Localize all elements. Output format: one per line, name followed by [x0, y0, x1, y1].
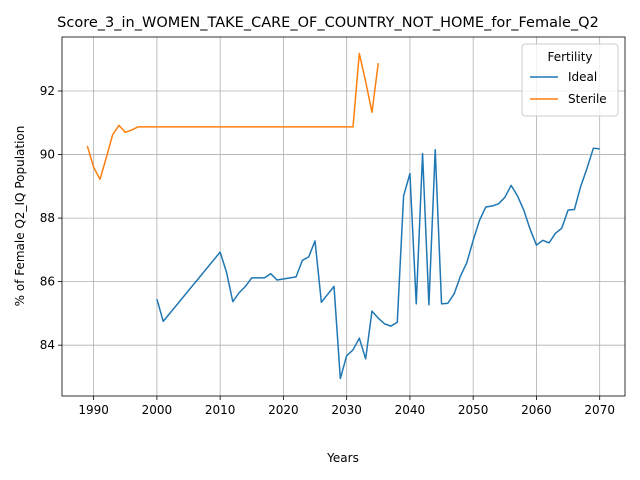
legend-box: [521, 43, 619, 117]
y-tick-label-84: 84: [40, 338, 55, 352]
x-tick-label-2020: 2020: [268, 403, 299, 417]
legend-label-sterile: Sterile: [568, 92, 607, 106]
series-line-sterile: [86, 52, 380, 181]
series-lines: [86, 52, 600, 380]
y-tick-label-92: 92: [40, 84, 55, 98]
y-tick-label-86: 86: [40, 275, 55, 289]
legend: Fertility Ideal Sterile: [521, 43, 619, 117]
x-tick-label-2030: 2030: [331, 403, 362, 417]
plot-frame: [61, 36, 626, 397]
x-axis-label: Years: [326, 451, 359, 465]
y-axis-label: % of Female Q2_IQ Population: [13, 126, 27, 307]
x-tick-label-2010: 2010: [205, 403, 236, 417]
x-tick-label-1990: 1990: [78, 403, 109, 417]
x-axis-ticks: 1990 2000 2010 2020 2030 2040 2050 2060 2070: [78, 396, 615, 417]
series-line-ideal: [156, 147, 600, 380]
y-tick-label-88: 88: [40, 211, 55, 225]
y-axis-ticks: 84 86 88 90 92: [40, 84, 62, 352]
legend-title: Fertility: [547, 50, 592, 64]
legend-label-ideal: Ideal: [568, 70, 597, 84]
y-tick-label-90: 90: [40, 148, 55, 162]
x-tick-label-2000: 2000: [142, 403, 173, 417]
chart-title: Score_3_in_WOMEN_TAKE_CARE_OF_COUNTRY_NO…: [57, 15, 599, 31]
x-tick-label-2040: 2040: [395, 403, 426, 417]
x-tick-label-2070: 2070: [584, 403, 615, 417]
x-tick-label-2050: 2050: [458, 403, 489, 417]
x-tick-label-2060: 2060: [521, 403, 552, 417]
